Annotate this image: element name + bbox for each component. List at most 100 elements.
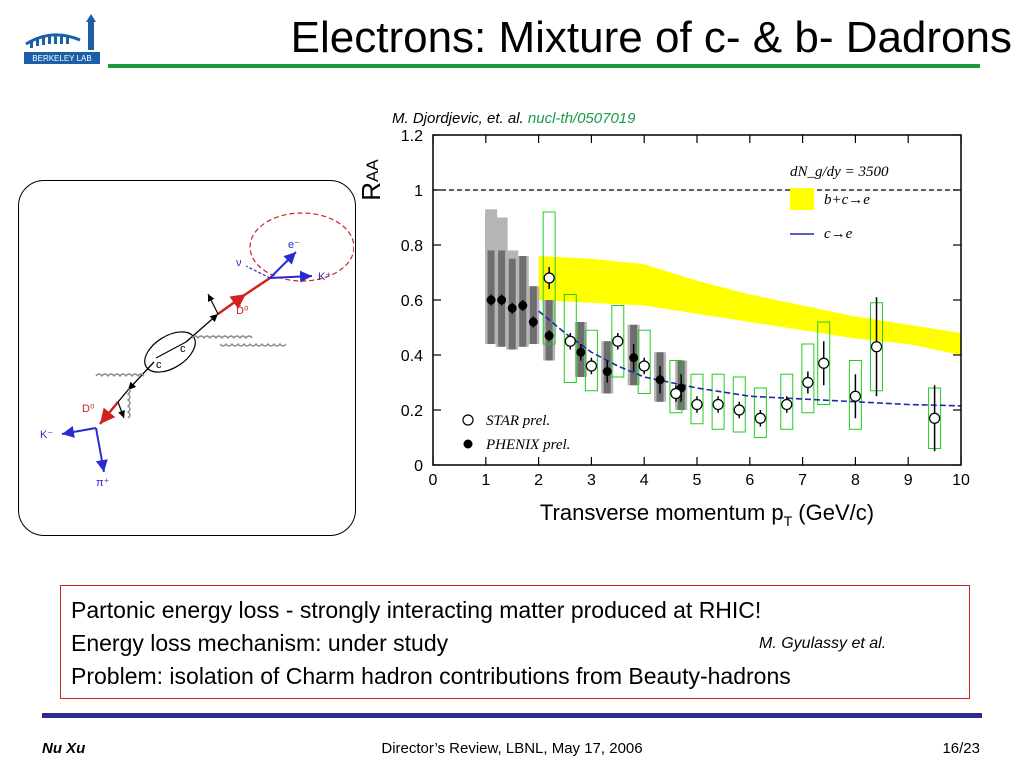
x-axis-label: Transverse momentum pT (GeV/c)	[540, 500, 874, 529]
star-point-7	[712, 398, 724, 411]
label-kminus: K⁻	[40, 429, 53, 441]
summary-line-3: Problem: isolation of Charm hadron contr…	[71, 663, 791, 689]
star-sys-box-7	[711, 373, 725, 430]
track-piplus	[95, 427, 108, 473]
phenix-point-5	[544, 331, 554, 341]
star-point-12	[818, 357, 830, 369]
phenix-point-1	[497, 295, 507, 305]
label-kplus: K⁺	[318, 271, 331, 283]
phenix-point-4	[528, 317, 538, 327]
legend-star-marker	[462, 414, 474, 426]
legend-phenix-label: PHENIX prel.	[485, 437, 570, 453]
legend-band-swatch	[790, 188, 814, 210]
track-kminus	[61, 426, 97, 438]
x-tick-label-9: 9	[904, 472, 913, 489]
footer-author: Nu Xu	[42, 740, 86, 757]
star-sys-box-6	[690, 373, 704, 425]
legend-star-label: STAR prel.	[486, 413, 550, 429]
label-electron: e⁻	[288, 239, 300, 251]
star-point-5	[670, 387, 682, 400]
track-electron	[269, 251, 297, 279]
x-tick-label-0: 0	[429, 472, 438, 489]
raa-chart: 0 1 2 3 4 5 6 7 8 9 10 0 0.2 0.4 0.6 0.8 1 1.2 Transverse …	[356, 128, 970, 529]
summary-line-2-ref: M. Gyulassy et al.	[759, 635, 887, 652]
electron-highlight-circle	[249, 212, 354, 282]
star-sys-box-2	[584, 329, 598, 392]
logo-text: BERKELEY LAB	[32, 54, 91, 63]
track-kplus	[269, 270, 313, 283]
x-tick-label-3: 3	[587, 472, 596, 489]
track-d0bar	[217, 292, 247, 316]
phenix-point-8	[629, 353, 639, 363]
footer-rule	[42, 713, 982, 718]
reference-link[interactable]: nucl-th/0507019	[527, 110, 636, 127]
label-c1: c	[180, 343, 186, 355]
star-sys-box-11	[801, 343, 815, 414]
x-tick-label-6: 6	[745, 472, 754, 489]
label-c2: c	[156, 359, 162, 371]
star-point-1	[564, 335, 576, 347]
track-d0bar-2	[245, 276, 271, 296]
label-nu: ν	[236, 257, 242, 269]
star-sys-box-1	[563, 294, 577, 383]
star-point-3	[612, 335, 624, 347]
star-sys-box-9	[753, 387, 767, 438]
label-piplus: π⁺	[96, 477, 110, 489]
track-c-to-d0	[127, 361, 155, 391]
label-d0: D⁰	[82, 403, 95, 415]
x-tick-label-5: 5	[693, 472, 702, 489]
phenix-point-3	[518, 301, 528, 310]
title-underline	[108, 64, 980, 68]
phenix-point-9	[655, 375, 665, 385]
y-tick-label-0: 0	[414, 458, 423, 475]
berkeley-lab-logo: BERKELEY LAB	[24, 14, 100, 64]
y-axis-label: RAA	[356, 159, 386, 201]
star-sys-box-13	[848, 360, 862, 430]
phenix-point-2	[507, 303, 517, 313]
star-point-6	[691, 398, 703, 411]
x-tick-label-1: 1	[481, 472, 490, 489]
c-cbar-pair-ellipse	[144, 331, 196, 373]
legend-phenix-marker	[463, 439, 473, 449]
phenix-point-6	[576, 347, 586, 357]
footer-page-number: 16/23	[942, 740, 980, 757]
star-point-14	[870, 341, 883, 353]
y-tick-label-4: 0.8	[401, 238, 423, 255]
legend-line-label: c→e	[824, 226, 853, 242]
summary-box: Partonic energy loss - strongly interact…	[60, 585, 970, 699]
y-tick-label-3: 0.6	[401, 293, 423, 310]
x-tick-label-10: 10	[952, 472, 970, 489]
x-tick-label-4: 4	[640, 472, 649, 489]
star-sys-box-3	[611, 305, 625, 378]
track-nu	[245, 265, 271, 279]
band-b-c-e	[538, 256, 961, 355]
phenix-point-7	[602, 367, 612, 376]
footer-event: Director’s Review, LBNL, May 17, 2006	[381, 740, 643, 757]
phenix-point-0	[486, 295, 496, 305]
y-tick-label-2: 0.4	[401, 348, 423, 365]
label-d0bar: D̄⁰	[236, 304, 249, 317]
decay-diagram: e⁻ ν K⁺ D̄⁰ c c D⁰ K⁻ π⁺	[40, 212, 354, 489]
star-point-11	[802, 376, 814, 389]
curve-c-e	[538, 310, 962, 407]
star-point-8	[733, 404, 745, 416]
x-tick-label-8: 8	[851, 472, 860, 489]
x-tick-label-2: 2	[534, 472, 543, 489]
legend-band-label: b+c→e	[824, 192, 870, 208]
chart-reference: M. Djordjevic, et. al. nucl-th/0507019	[392, 110, 635, 127]
gluon-springs	[95, 335, 287, 419]
star-point-15	[928, 412, 941, 424]
star-point-10	[781, 398, 793, 411]
summary-line-2-text: Energy loss mechanism: under study	[71, 630, 449, 656]
star-sys-box-12	[817, 321, 831, 405]
summary-line-1: Partonic energy loss - strongly interact…	[71, 597, 762, 623]
star-point-4	[638, 360, 650, 372]
star-point-13	[849, 390, 861, 402]
star-sys-box-10	[780, 373, 794, 430]
summary-line-2: Energy loss mechanism: under study M. Gy…	[71, 627, 959, 660]
y-tick-label-1: 0.2	[401, 403, 423, 420]
star-point-9	[754, 412, 766, 424]
star-sys-box-0	[542, 211, 556, 345]
theory-label: dN_g/dy = 3500	[790, 164, 889, 180]
y-tick-label-6: 1.2	[401, 128, 423, 145]
